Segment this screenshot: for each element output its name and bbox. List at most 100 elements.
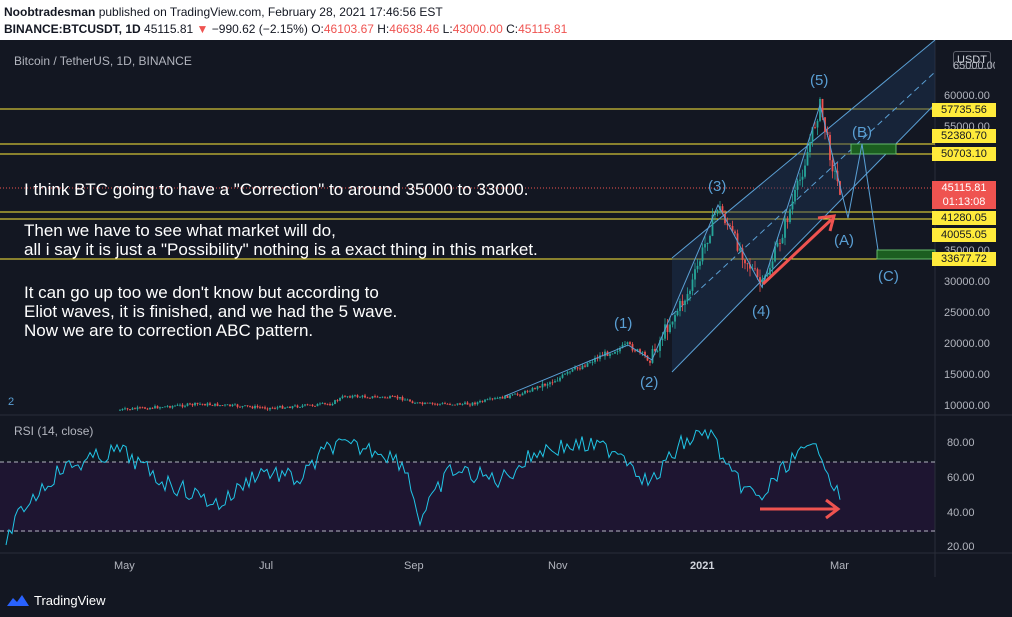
candle-body [791, 201, 794, 210]
candle-body [564, 373, 566, 375]
candle-body [591, 361, 594, 363]
candle-body [801, 176, 804, 180]
currency-button[interactable]: USDT [953, 51, 991, 69]
candle-body [291, 406, 294, 409]
candle-body [566, 371, 569, 374]
candle-body [406, 399, 409, 401]
candle-body [151, 407, 154, 409]
candle-body [311, 404, 314, 406]
candle-body [731, 225, 734, 232]
tag-last-price: 45115.81 [932, 181, 996, 195]
candle-body [671, 321, 674, 325]
brand-name[interactable]: TradingView [34, 593, 106, 608]
candle-body [231, 404, 234, 407]
candle-body [441, 403, 444, 405]
candle-body [531, 388, 534, 392]
candle-body [206, 403, 209, 406]
zone-b[interactable] [850, 143, 897, 155]
candle-body [649, 360, 651, 363]
candle-body [536, 386, 539, 389]
candle-body [236, 404, 239, 407]
channel-upper[interactable] [671, 40, 936, 259]
wave-3: (3) [708, 178, 727, 195]
axis-label-60000: 60000.00 [944, 90, 990, 102]
candle-body [154, 406, 156, 409]
candle-body [334, 400, 336, 405]
rsi-axis-60: 60.00 [947, 472, 975, 484]
candle-body [126, 408, 129, 410]
close-label: C: [506, 22, 519, 36]
candle-body [401, 397, 404, 401]
pane-marker: 2 [8, 396, 15, 408]
wave-2: (2) [640, 374, 659, 391]
candle-body [271, 407, 274, 409]
candle-body [766, 274, 769, 276]
candle-body [741, 248, 744, 260]
candle-body [216, 403, 219, 406]
zone-c[interactable] [876, 249, 936, 260]
candle-body [516, 393, 519, 395]
candle-body [619, 347, 621, 352]
candle-body [414, 403, 416, 404]
candle-body [534, 388, 536, 389]
candle-body [691, 279, 694, 291]
candle-body [804, 165, 806, 177]
candle-body [419, 402, 421, 404]
candle-body [131, 408, 134, 410]
candle-body [526, 390, 529, 392]
candle-body [349, 396, 351, 398]
candle-body [656, 350, 659, 352]
candle-body [794, 189, 796, 202]
time-label-2021: 2021 [690, 560, 715, 572]
candle-body [829, 135, 831, 161]
candle-body [464, 402, 466, 404]
candle-body [129, 409, 131, 410]
high-value: 46638.46 [389, 22, 440, 36]
ticker: BINANCE:BTCUSDT, 1D [4, 22, 141, 36]
annotation-correction: I think BTC going to have a "Correction"… [24, 180, 529, 199]
candle-body [839, 181, 841, 195]
candle-body [449, 403, 451, 405]
time-label-jul: Jul [259, 560, 274, 572]
candle-body [589, 362, 591, 364]
candle-body [641, 351, 644, 353]
candle-body [196, 402, 199, 405]
candle-body [121, 409, 124, 410]
candle-body [356, 395, 359, 398]
author-name[interactable]: Noobtradesman [4, 5, 96, 19]
candle-body [699, 261, 701, 266]
candle-body [489, 398, 491, 400]
candle-body [369, 397, 371, 399]
time-label-may: May [114, 560, 135, 572]
candle-body [144, 407, 146, 409]
candle-body [704, 244, 706, 248]
candle-body [546, 384, 549, 386]
rsi-line [5, 428, 841, 546]
candle-body [559, 377, 561, 381]
candle-body [374, 396, 376, 398]
candle-body [444, 403, 446, 405]
candle-body [501, 396, 504, 399]
candle-body [249, 406, 251, 407]
candle-body [269, 407, 271, 410]
tag-40055: 40055.05 [932, 228, 996, 242]
candle-body [184, 405, 186, 407]
candle-body [711, 214, 714, 236]
annotation-elliott: It can go up too we don't know but accor… [24, 283, 398, 340]
publish-header: Noobtradesman published on TradingView.c… [0, 0, 1012, 40]
candle-body [171, 406, 174, 408]
candle-body [604, 351, 606, 357]
wave-c: (C) [878, 268, 899, 285]
candle-body [776, 243, 779, 247]
candle-body [494, 398, 496, 400]
candle-body [814, 127, 816, 128]
wave-5: (5) [810, 72, 829, 89]
wave-b: (B) [852, 124, 872, 141]
candle-body [376, 396, 379, 398]
candle-body [761, 278, 764, 284]
candle-body [201, 403, 204, 405]
candle-body [594, 357, 596, 362]
candle-body [304, 404, 306, 406]
candle-body [429, 402, 431, 404]
chart-canvas[interactable] [0, 40, 1012, 577]
